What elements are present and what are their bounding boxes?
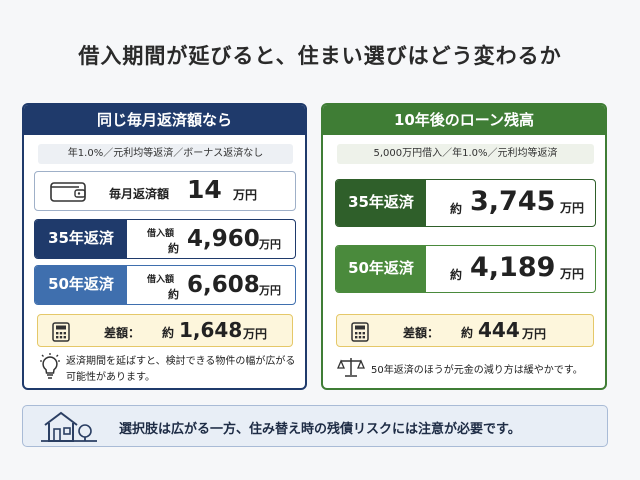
scale-icon bbox=[337, 356, 365, 382]
balance-50-tag: 50年返済 bbox=[336, 246, 426, 292]
condition-note: 年1.0%／元利均等返済／ボーナス返済なし bbox=[38, 144, 293, 164]
balance-difference-box: 差額： 約 444 万円 bbox=[336, 314, 594, 347]
loan-35-tag: 35年返済 bbox=[35, 220, 127, 258]
wallet-icon bbox=[49, 181, 89, 207]
loan-35-unit: 万円 bbox=[259, 238, 281, 251]
remaining-balance-panel: 10年後のローン残高 5,000万円借入／年1.0%／元利均等返済 35年返済 … bbox=[321, 103, 607, 390]
balance-50-unit: 万円 bbox=[560, 267, 585, 281]
approx-label: 約 bbox=[450, 202, 463, 216]
balance-35-value: 3,745 bbox=[470, 186, 556, 217]
balance-50-row: 50年返済 約 4,189 万円 bbox=[335, 245, 596, 293]
balance-50-value: 4,189 bbox=[470, 252, 556, 283]
page-title: 借入期間が延びると、住まい選びはどう変わるか bbox=[78, 44, 562, 68]
panel-header: 同じ毎月返済額なら bbox=[24, 105, 305, 135]
condition-note: 5,000万円借入／年1.0%／元利均等返済 bbox=[337, 144, 594, 164]
calculator-icon bbox=[351, 322, 369, 346]
approx-label: 約 bbox=[450, 268, 463, 282]
difference-label: 差額： bbox=[104, 326, 141, 340]
approx-label: 約 bbox=[162, 326, 175, 340]
difference-unit: 万円 bbox=[522, 327, 547, 341]
difference-unit: 万円 bbox=[243, 327, 268, 341]
house-icon bbox=[39, 409, 99, 449]
balance-35-unit: 万円 bbox=[560, 201, 585, 215]
monthly-payment-value: 14 bbox=[187, 175, 222, 204]
loan-50-tag: 50年返済 bbox=[35, 266, 127, 304]
loan-50-unit: 万円 bbox=[259, 284, 281, 297]
loan-50-value: 6,608 bbox=[187, 272, 260, 298]
calculator-icon bbox=[52, 322, 70, 346]
panel-header: 10年後のローン残高 bbox=[323, 105, 605, 135]
difference-label: 差額： bbox=[403, 326, 440, 340]
footer-banner: 選択肢は広がる一方、住み替え時の残債リスクには注意が必要です。 bbox=[22, 405, 608, 447]
lightbulb-icon bbox=[38, 353, 62, 385]
balance-35-row: 35年返済 約 3,745 万円 bbox=[335, 179, 596, 227]
loan-50-row: 50年返済 借入額 約 6,608 万円 bbox=[34, 265, 296, 305]
difference-value: 444 bbox=[478, 318, 520, 342]
hint-text: 返済期間を延ばすと、検討できる物件の幅が広がる可能性があります。 bbox=[66, 356, 296, 383]
balance-35-tag: 35年返済 bbox=[336, 180, 426, 226]
footer-text: 選択肢は広がる一方、住み替え時の残債リスクには注意が必要です。 bbox=[119, 422, 521, 437]
approx-label: 約 bbox=[461, 326, 474, 340]
difference-value: 1,648 bbox=[179, 318, 243, 342]
approx-label: 約 bbox=[168, 288, 179, 301]
monthly-payment-label: 毎月返済額 bbox=[109, 187, 170, 201]
loan-amount-label: 借入額 bbox=[147, 275, 175, 285]
loan-difference-box: 差額： 約 1,648 万円 bbox=[37, 314, 293, 347]
approx-label: 約 bbox=[168, 242, 179, 255]
loan-35-row: 35年返済 借入額 約 4,960 万円 bbox=[34, 219, 296, 259]
principal-note-text: 50年返済のほうが元金の減り方は緩やかです。 bbox=[371, 365, 583, 376]
monthly-payment-box: 毎月返済額 14 万円 bbox=[34, 171, 296, 211]
loan-amount-label: 借入額 bbox=[147, 229, 175, 239]
monthly-payment-unit: 万円 bbox=[233, 188, 258, 202]
monthly-payment-panel: 同じ毎月返済額なら 年1.0%／元利均等返済／ボーナス返済なし 毎月返済額 14… bbox=[22, 103, 307, 390]
loan-35-value: 4,960 bbox=[187, 226, 260, 252]
